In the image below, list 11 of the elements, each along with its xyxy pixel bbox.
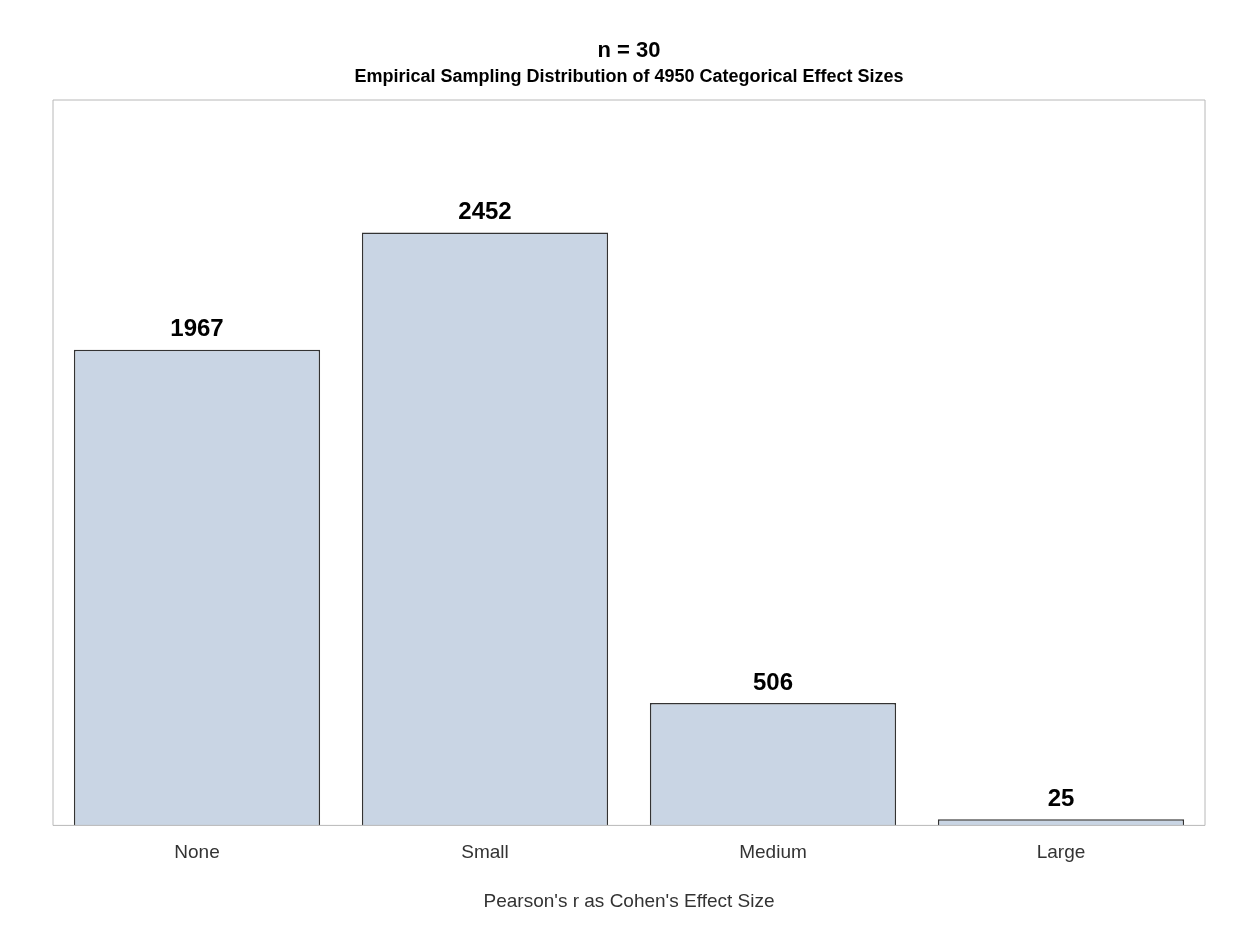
- x-axis-title: Pearson's r as Cohen's Effect Size: [483, 889, 775, 911]
- x-tick-label: Small: [461, 841, 509, 863]
- x-tick-label: None: [174, 841, 220, 863]
- data-label: 25: [1047, 783, 1075, 811]
- data-label: 506: [752, 667, 794, 695]
- x-tick-label: Medium: [739, 841, 807, 863]
- chart-subtitle: Empirical Sampling Distribution of 4950 Categorical Effect Sizes: [354, 66, 904, 87]
- x-tick-label: Large: [1036, 841, 1086, 863]
- data-label: 2452: [458, 197, 512, 225]
- data-label: 1967: [170, 314, 224, 342]
- chart-title: n = 30: [597, 37, 661, 63]
